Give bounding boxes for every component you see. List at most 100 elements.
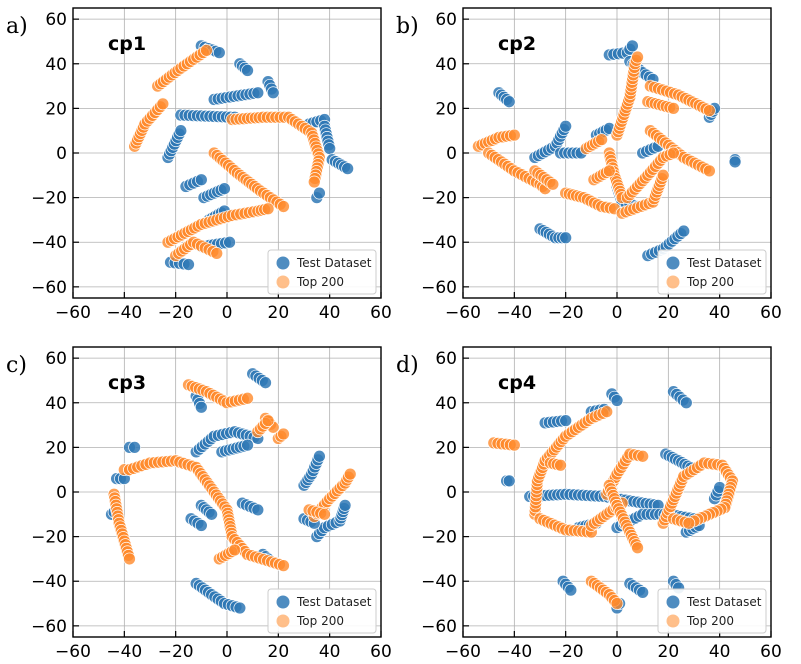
test-point — [205, 507, 218, 521]
top-point — [703, 104, 716, 117]
panel-label: c) — [6, 353, 27, 378]
y-tick-label: 0 — [446, 483, 457, 503]
y-tick-label: −20 — [421, 189, 457, 209]
y-tick-label: 60 — [435, 349, 457, 369]
test-point — [194, 400, 208, 414]
x-tick-label: 20 — [658, 642, 680, 662]
series-top-200 — [128, 44, 326, 262]
test-point — [241, 438, 254, 452]
legend-marker-test — [666, 595, 680, 609]
x-tick-label: −20 — [158, 642, 194, 662]
top-point — [636, 449, 650, 463]
x-tick-label: 40 — [319, 642, 341, 662]
test-point — [679, 396, 693, 410]
test-point — [677, 224, 691, 238]
top-point — [602, 164, 616, 178]
test-point — [559, 119, 573, 133]
series-test-dataset — [105, 367, 352, 615]
test-point — [610, 394, 624, 407]
top-point — [507, 128, 521, 142]
top-point — [546, 177, 560, 191]
legend-label-top: Top 200 — [686, 275, 734, 289]
y-tick-label: −60 — [31, 278, 67, 298]
legend: Test Dataset Top 200 — [267, 249, 377, 295]
y-tick-label: −20 — [421, 528, 457, 548]
top-point — [307, 175, 321, 189]
top-point — [507, 438, 521, 452]
panel-cp3: −60 −40 −20 0 20 40 60 −60 −40 −20 0 20 40 60 c) cp3 Tes… — [6, 346, 392, 662]
legend-label-top: Top 200 — [686, 614, 734, 628]
panel-cp2: −60 −40 −20 0 20 40 60 −60 −40 −20 0 20 40 60 b) cp2 Tes… — [396, 7, 782, 323]
test-point — [259, 376, 272, 390]
legend-marker-top — [276, 614, 290, 628]
series-test-dataset — [500, 385, 727, 615]
top-point — [241, 391, 254, 405]
test-point — [313, 449, 326, 463]
top-point — [277, 559, 290, 572]
legend-box — [657, 588, 767, 634]
y-tick-label: 40 — [45, 55, 67, 75]
y-tick-label: 0 — [446, 144, 457, 164]
y-tick-label: −20 — [31, 528, 67, 548]
top-point — [200, 44, 213, 57]
panel-cp1: −60 −40 −20 0 20 40 60 −60 −40 −20 0 20 40 60 a) cp1 Tes… — [6, 7, 392, 323]
panel-label: b) — [396, 14, 419, 39]
panel-title: cp3 — [108, 372, 146, 394]
test-point — [174, 124, 188, 138]
y-tick-label: 60 — [435, 10, 457, 30]
test-point — [233, 601, 247, 615]
y-tick-label: 60 — [45, 349, 67, 369]
test-point — [323, 142, 337, 155]
y-tick-label: 40 — [435, 394, 457, 414]
x-tick-label: 0 — [612, 642, 623, 662]
x-tick-label: −40 — [496, 642, 532, 662]
top-point — [156, 97, 170, 111]
y-tick-label: −60 — [31, 617, 67, 637]
top-point — [703, 164, 716, 178]
legend-box — [657, 249, 767, 295]
x-tick-label: 20 — [658, 303, 680, 323]
x-tick-label: −60 — [55, 303, 91, 323]
series-top-200 — [487, 405, 739, 610]
test-point — [626, 39, 639, 53]
top-point — [667, 146, 680, 160]
y-tick-label: 0 — [56, 483, 67, 503]
legend-marker-top — [276, 275, 290, 289]
y-tick-label: −60 — [421, 278, 457, 298]
x-tick-label: 20 — [268, 642, 290, 662]
x-tick-label: −20 — [158, 303, 194, 323]
legend-label-test: Test Dataset — [686, 595, 762, 609]
y-tick-label: 20 — [435, 99, 457, 119]
y-tick-label: 20 — [45, 99, 67, 119]
panel-title: cp4 — [498, 372, 536, 394]
top-point — [228, 543, 242, 557]
top-point — [277, 427, 290, 441]
x-tick-label: 60 — [370, 642, 392, 662]
y-tick-label: −40 — [421, 233, 457, 253]
x-tick-label: 60 — [370, 303, 392, 323]
test-point — [223, 235, 236, 249]
legend-label-top: Top 200 — [296, 275, 344, 289]
top-point — [343, 467, 357, 481]
x-tick-label: 20 — [268, 303, 290, 323]
y-tick-label: −40 — [31, 233, 67, 253]
y-tick-label: 20 — [435, 438, 457, 458]
top-point — [123, 552, 136, 566]
series-top-200 — [472, 50, 716, 220]
test-point — [194, 173, 208, 187]
legend-marker-test — [276, 595, 290, 609]
x-tick-label: 60 — [760, 642, 782, 662]
test-point — [502, 95, 516, 109]
x-tick-label: 60 — [760, 303, 782, 323]
test-point — [241, 64, 254, 77]
legend: Test Dataset Top 200 — [657, 249, 767, 295]
test-point — [502, 474, 516, 488]
series-top-200 — [107, 378, 357, 572]
x-tick-label: −40 — [106, 303, 142, 323]
x-tick-label: 40 — [319, 303, 341, 323]
top-point — [631, 50, 644, 64]
panel-title: cp2 — [498, 33, 536, 55]
legend-marker-test — [276, 256, 290, 270]
top-point — [610, 597, 624, 610]
test-point — [251, 86, 265, 100]
